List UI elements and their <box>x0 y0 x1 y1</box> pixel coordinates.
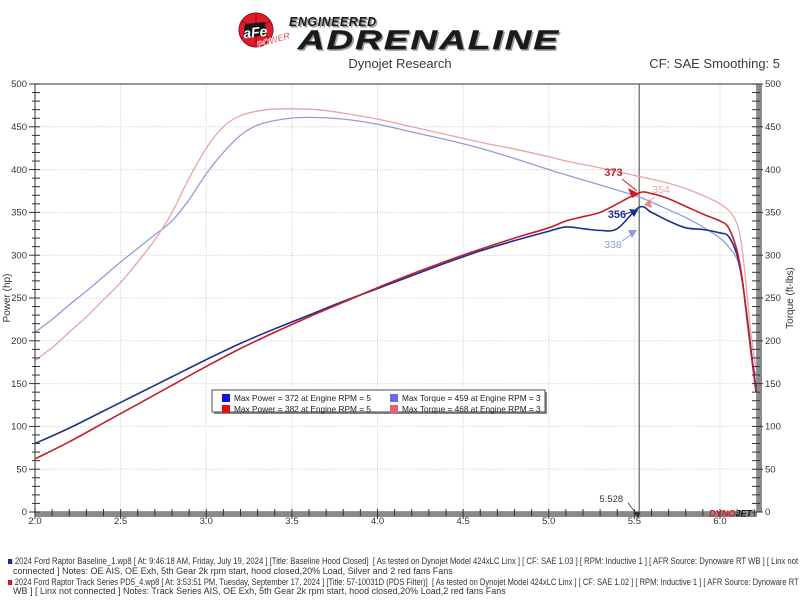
svg-text:ADRENALINE: ADRENALINE <box>297 25 560 53</box>
svg-text:354: 354 <box>652 184 670 196</box>
svg-text:2.5: 2.5 <box>114 516 127 525</box>
svg-text:4.0: 4.0 <box>371 516 384 525</box>
svg-text:3.0: 3.0 <box>200 516 213 525</box>
svg-text:250: 250 <box>11 293 27 304</box>
svg-text:5.5: 5.5 <box>628 516 641 525</box>
svg-text:250: 250 <box>765 293 781 304</box>
svg-text:356: 356 <box>608 209 626 221</box>
svg-text:338: 338 <box>604 239 622 251</box>
svg-text:450: 450 <box>11 122 27 133</box>
svg-text:Max Power = 372 at Engine RPM: Max Power = 372 at Engine RPM = 5 <box>234 393 371 403</box>
svg-text:4.5: 4.5 <box>457 516 470 525</box>
svg-text:350: 350 <box>11 208 27 219</box>
svg-text:500: 500 <box>11 79 27 90</box>
svg-text:0: 0 <box>22 507 27 518</box>
svg-text:100: 100 <box>765 422 781 433</box>
svg-text:Max Torque = 468 at Engine RPM: Max Torque = 468 at Engine RPM = 3 <box>402 404 541 414</box>
svg-text:DYNOJET: DYNOJET <box>709 509 753 520</box>
svg-text:5.0: 5.0 <box>542 516 555 525</box>
svg-text:Power (hp): Power (hp) <box>2 274 13 323</box>
svg-text:300: 300 <box>11 250 27 261</box>
svg-text:150: 150 <box>765 379 781 390</box>
svg-text:3.5: 3.5 <box>285 516 298 525</box>
svg-text:350: 350 <box>765 208 781 219</box>
svg-text:500: 500 <box>765 79 781 90</box>
svg-text:200: 200 <box>765 336 781 347</box>
svg-text:100: 100 <box>11 422 27 433</box>
svg-text:300: 300 <box>765 250 781 261</box>
svg-text:373: 373 <box>604 167 622 179</box>
svg-text:400: 400 <box>765 165 781 176</box>
svg-text:450: 450 <box>765 122 781 133</box>
svg-text:50: 50 <box>765 464 776 475</box>
svg-text:Max Torque = 459 at Engine RPM: Max Torque = 459 at Engine RPM = 3 <box>402 393 541 403</box>
svg-text:400: 400 <box>11 165 27 176</box>
svg-text:50: 50 <box>16 464 27 475</box>
svg-text:Torque (ft-lbs): Torque (ft-lbs) <box>785 267 796 329</box>
svg-text:5.528: 5.528 <box>599 494 623 505</box>
svg-text:Max Power = 382 at Engine RPM: Max Power = 382 at Engine RPM = 5 <box>234 404 371 414</box>
svg-text:2.0: 2.0 <box>28 516 41 525</box>
svg-text:200: 200 <box>11 336 27 347</box>
svg-text:150: 150 <box>11 379 27 390</box>
svg-text:0: 0 <box>765 507 770 518</box>
